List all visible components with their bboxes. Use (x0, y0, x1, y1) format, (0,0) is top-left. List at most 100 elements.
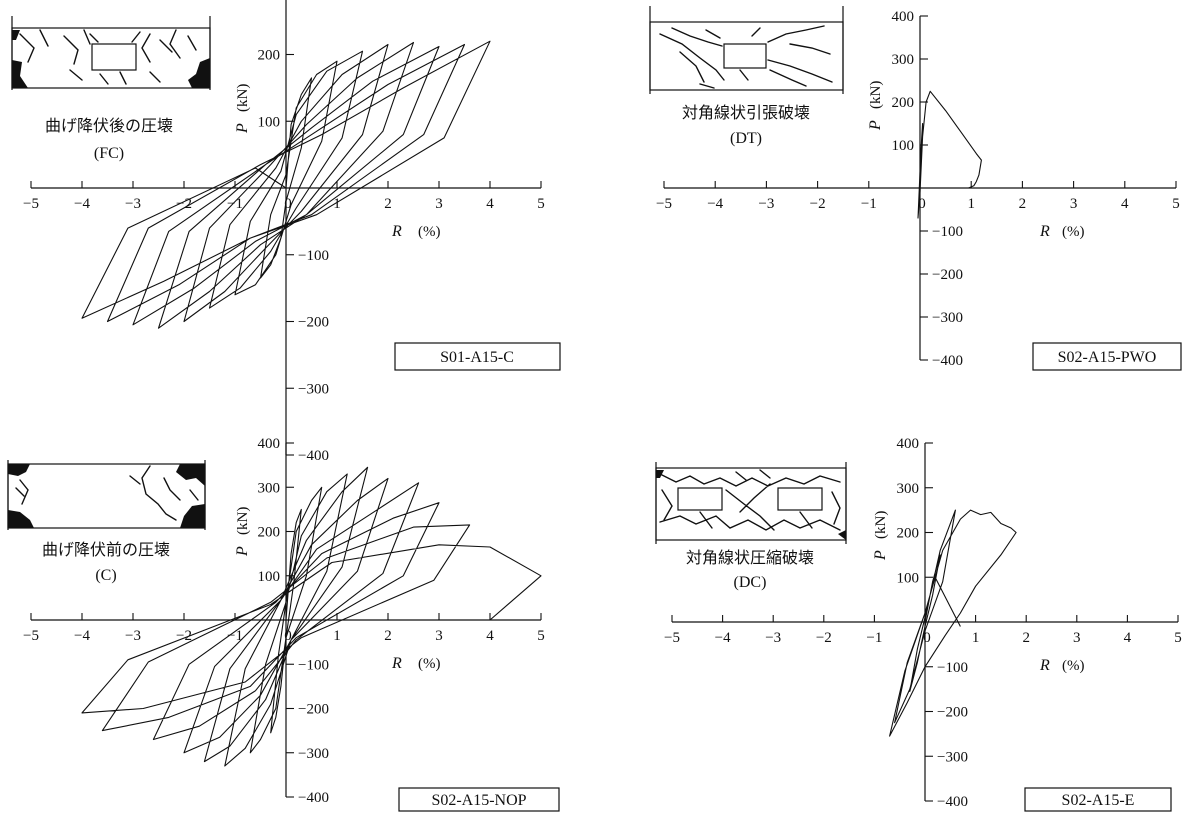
x-tick-label: −5 (23, 196, 39, 212)
x-tick-label: −1 (227, 628, 243, 644)
y-tick-label: 400 (892, 9, 915, 25)
panel-top-right: 対角線状引張破壊 (DT) −5 −4 −3 −2 −1 1 2 3 4 5 0 400 300 200 1… (649, 6, 1182, 371)
x-tick-label: 2 (384, 628, 392, 644)
x-tick-label: 1 (967, 196, 975, 212)
y-tick-label: 200 (258, 525, 281, 541)
y-tick-label: −100 (937, 660, 968, 676)
failure-mode-caption: 曲げ降伏前の圧壊 (42, 541, 170, 559)
y-tick-label: −100 (932, 224, 963, 240)
panel-bottom-right: 対角線状圧縮破壊 (DC) −5 −4 −3 −2 −1 1 2 3 4 5 0 400 300 200 1… (655, 436, 1182, 812)
y-tick-label: −100 (298, 248, 329, 264)
x-tick-label: 5 (537, 628, 545, 644)
x-tick-label: 4 (1124, 630, 1132, 646)
x-tick-label: 5 (537, 196, 545, 212)
y-axis-title: P (867, 120, 884, 131)
y-tick-label: −200 (937, 705, 968, 721)
x-tick-label: 5 (1174, 630, 1182, 646)
x-tick-label: −2 (810, 196, 826, 212)
panel-bottom-left: 曲げ降伏前の圧壊 (C) −5 −4 −3 −2 −1 1 2 3 4 5040030020010… (7, 436, 560, 812)
y-tick-label: −300 (937, 749, 968, 765)
damage-sketch-fc (11, 16, 211, 90)
y-axis-title: P (234, 123, 251, 134)
x-tick-label: 3 (435, 628, 443, 644)
failure-mode-caption: 対角線状引張破壊 (682, 104, 810, 122)
failure-code-caption: (FC) (94, 145, 124, 162)
y-axis-unit: (kN) (868, 81, 884, 109)
x-tick-label: 0 (284, 196, 292, 212)
y-axis-unit: (kN) (873, 511, 889, 539)
x-tick-label: 3 (435, 196, 443, 212)
x-tick-label: 1 (333, 196, 341, 212)
y-tick-label: −300 (298, 381, 329, 397)
y-tick-label: −300 (932, 310, 963, 326)
chart-axes: −5−4−3−2−1123450400300200100−100−200−300… (23, 0, 545, 464)
x-axis-unit: (%) (1062, 658, 1085, 674)
failure-mode-caption: 対角線状圧縮破壊 (686, 549, 814, 567)
failure-code-caption: (DT) (730, 130, 762, 147)
y-axis-unit: (kN) (235, 84, 251, 112)
y-tick-label: 100 (897, 570, 920, 586)
y-tick-label: −400 (937, 794, 968, 810)
y-tick-label: −200 (298, 315, 329, 331)
y-tick-label: 300 (892, 52, 915, 68)
y-axis-unit: (kN) (235, 507, 251, 535)
x-axis-title: R (1039, 657, 1050, 674)
x-axis-unit: (%) (1062, 224, 1085, 240)
x-tick-label: 5 (1172, 196, 1180, 212)
x-tick-label: 3 (1070, 196, 1078, 212)
x-tick-label: −3 (125, 196, 141, 212)
x-tick-label: −5 (656, 196, 672, 212)
failure-code-caption: (C) (95, 567, 116, 584)
y-tick-label: 200 (258, 48, 281, 64)
y-tick-label: 100 (892, 138, 915, 154)
specimen-label-box (1024, 787, 1172, 812)
hysteresis-curve (917, 90, 982, 219)
x-tick-label: −5 (23, 628, 39, 644)
x-axis-unit: (%) (418, 656, 441, 672)
x-tick-label: −4 (74, 628, 90, 644)
y-tick-label: 400 (897, 436, 920, 452)
x-tick-label: 3 (1073, 630, 1081, 646)
x-tick-label: −4 (707, 196, 723, 212)
y-tick-label: −100 (298, 657, 329, 673)
y-tick-label: −400 (932, 353, 963, 369)
failure-mode-caption: 曲げ降伏後の圧壊 (45, 117, 173, 135)
x-tick-label: −5 (664, 630, 680, 646)
specimen-label: S01-A15-C (440, 349, 514, 366)
hysteresis-curve (81, 466, 542, 767)
x-tick-label: 2 (1019, 196, 1027, 212)
x-tick-label: 4 (486, 196, 494, 212)
x-tick-label: −4 (74, 196, 90, 212)
x-tick-label: 0 (923, 630, 931, 646)
y-tick-label: −300 (298, 746, 329, 762)
damage-sketch-dt (649, 6, 844, 94)
damage-sketch-dc (655, 462, 847, 544)
x-tick-label: −3 (765, 630, 781, 646)
x-tick-label: 2 (384, 196, 392, 212)
x-tick-label: 1 (972, 630, 980, 646)
panel-top-left: 曲げ降伏後の圧壊 (FC) −5−4−3−2−11234504003002001… (11, 0, 561, 464)
x-axis-unit: (%) (418, 224, 441, 240)
x-tick-label: 2 (1022, 630, 1030, 646)
x-axis-title: R (1039, 223, 1050, 240)
x-axis-title: R (391, 655, 402, 672)
y-tick-label: 100 (258, 569, 281, 585)
specimen-label-box (398, 787, 560, 812)
x-tick-label: −1 (227, 196, 243, 212)
x-tick-label: −3 (758, 196, 774, 212)
x-tick-label: 4 (1121, 196, 1129, 212)
x-tick-label: 4 (486, 628, 494, 644)
specimen-label: S02-A15-E (1062, 792, 1135, 809)
y-tick-label: 100 (258, 114, 281, 130)
specimen-label-box (1032, 342, 1182, 371)
hysteresis-curve (81, 40, 491, 329)
y-axis-title: P (234, 546, 251, 557)
y-tick-label: −400 (298, 790, 329, 806)
x-tick-label: −1 (866, 630, 882, 646)
specimen-label: S02-A15-NOP (431, 792, 526, 809)
y-tick-label: 300 (258, 480, 281, 496)
